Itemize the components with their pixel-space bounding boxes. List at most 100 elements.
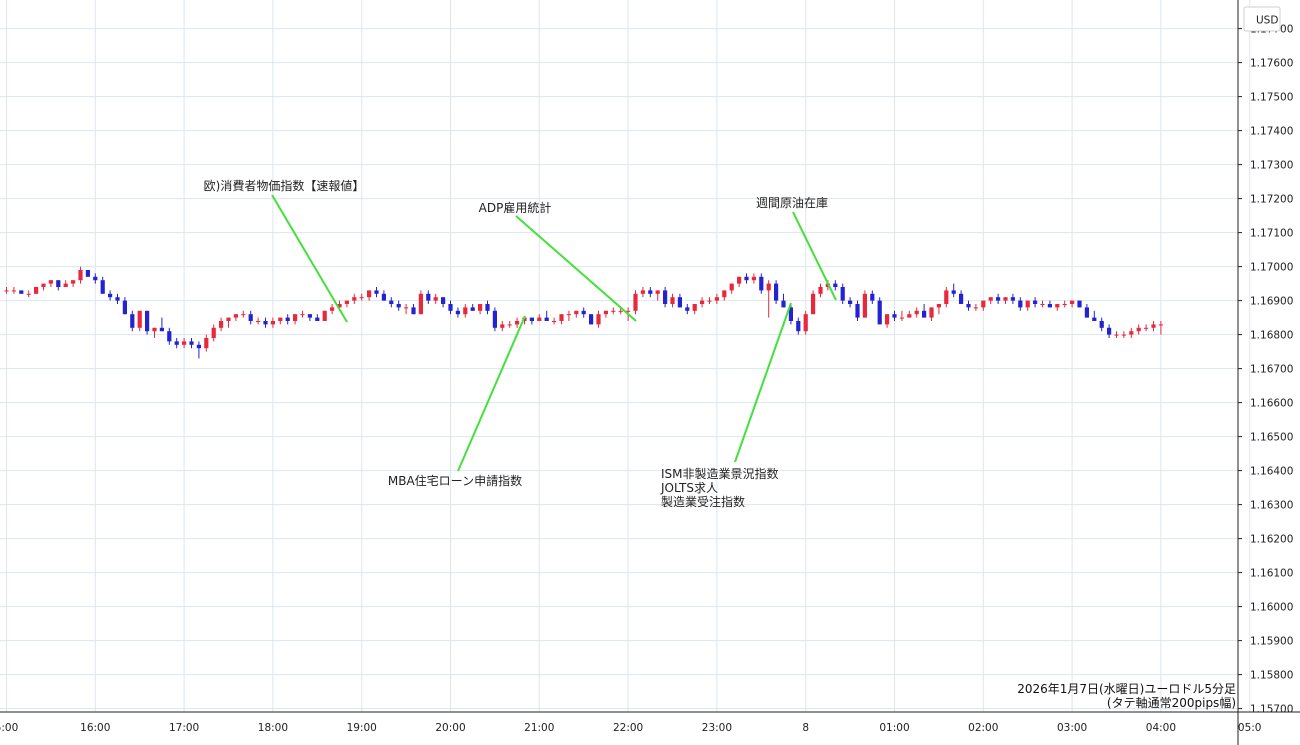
candle-body [167, 331, 172, 342]
candle-body [411, 307, 416, 315]
candle [1025, 300, 1030, 311]
candle [788, 304, 793, 325]
candle [796, 317, 801, 335]
x-tick-label: 8 [802, 722, 809, 734]
candle-body [1092, 317, 1097, 321]
candle [404, 304, 409, 315]
candle-body [344, 300, 349, 304]
x-tick-label: 19:00 [347, 722, 377, 734]
currency-button[interactable]: USD [1243, 6, 1281, 32]
candle [996, 293, 1001, 304]
annotation-pointer [792, 211, 837, 301]
candle-body [478, 304, 483, 311]
candle [877, 297, 882, 325]
currency-button-label[interactable]: USD [1256, 15, 1278, 27]
candle-body [41, 283, 46, 287]
candle-body [241, 314, 246, 316]
candle [455, 307, 460, 318]
candle [1121, 331, 1126, 338]
candle-body [293, 314, 298, 321]
candle-body [270, 321, 275, 325]
candle [1099, 317, 1104, 332]
candle [633, 290, 638, 315]
candle-body [1062, 304, 1067, 305]
y-tick-label: 1.15900 [1250, 636, 1293, 648]
candle [936, 304, 941, 315]
candle-body [115, 297, 120, 301]
y-tick-label: 1.16000 [1250, 602, 1293, 614]
candle-body [485, 304, 490, 311]
candle [922, 304, 927, 318]
candle-body [34, 287, 39, 294]
candle-body [885, 314, 890, 325]
candle-body [330, 307, 335, 311]
candle-body [1151, 324, 1156, 328]
candle [108, 290, 113, 301]
candle [840, 283, 845, 304]
y-tick-label: 1.16300 [1250, 500, 1293, 512]
candle [492, 307, 497, 332]
candle-body [951, 290, 956, 294]
candle-body [899, 317, 904, 319]
candle [655, 290, 660, 301]
candle-body [737, 276, 742, 284]
candle-body [26, 293, 31, 295]
annotation-label: 欧)消費者物価指数【速報値】 [204, 178, 365, 193]
candle [803, 310, 808, 335]
candle [26, 290, 31, 298]
candle [714, 293, 719, 304]
x-tick-label: 16:00 [80, 722, 110, 734]
candle-body [922, 310, 927, 318]
candle [581, 307, 586, 318]
candle-body [581, 310, 586, 315]
candle-body [500, 324, 505, 328]
candle-body [204, 338, 209, 349]
y-tick-label: 1.16800 [1250, 330, 1293, 342]
candle [907, 310, 912, 318]
candle-body [707, 300, 712, 302]
candle-body [1033, 300, 1038, 304]
candle-body [722, 290, 727, 298]
candle [722, 290, 727, 301]
candle [899, 310, 904, 321]
candle [1136, 324, 1141, 335]
candle-body [981, 300, 986, 308]
candle [759, 273, 764, 294]
candle [19, 290, 24, 294]
y-tick-label: 1.16400 [1250, 466, 1293, 478]
candle [374, 287, 379, 298]
candle [1010, 293, 1015, 304]
candle-body [337, 304, 342, 308]
currency-button-box[interactable] [1243, 6, 1281, 32]
annotation-pointer [457, 315, 526, 472]
candle-body [1107, 327, 1112, 335]
candle [478, 304, 483, 315]
candle [100, 276, 105, 294]
candle-body [1077, 300, 1082, 308]
candle [737, 276, 742, 287]
candle [892, 310, 897, 321]
y-axis-ticks: 1.177001.176001.175001.174001.173001.172… [1238, 24, 1293, 716]
candle [241, 310, 246, 318]
candle [515, 317, 520, 328]
candle-body [729, 283, 734, 291]
candle-body [1144, 327, 1149, 329]
candle [500, 321, 505, 332]
candle [196, 341, 201, 359]
candle-body [219, 321, 224, 328]
candle [944, 287, 949, 308]
candle-body [788, 307, 793, 321]
candle [448, 300, 453, 315]
candle [1077, 300, 1082, 308]
candle-body [56, 280, 61, 287]
candle [433, 293, 438, 304]
candle-body [470, 307, 475, 311]
candle-body [803, 314, 808, 332]
candle [307, 314, 312, 321]
candle-body [248, 314, 253, 321]
candle [63, 280, 68, 287]
candle-body [130, 314, 135, 328]
candle-body [618, 310, 623, 312]
y-tick-label: 1.16100 [1250, 568, 1293, 580]
